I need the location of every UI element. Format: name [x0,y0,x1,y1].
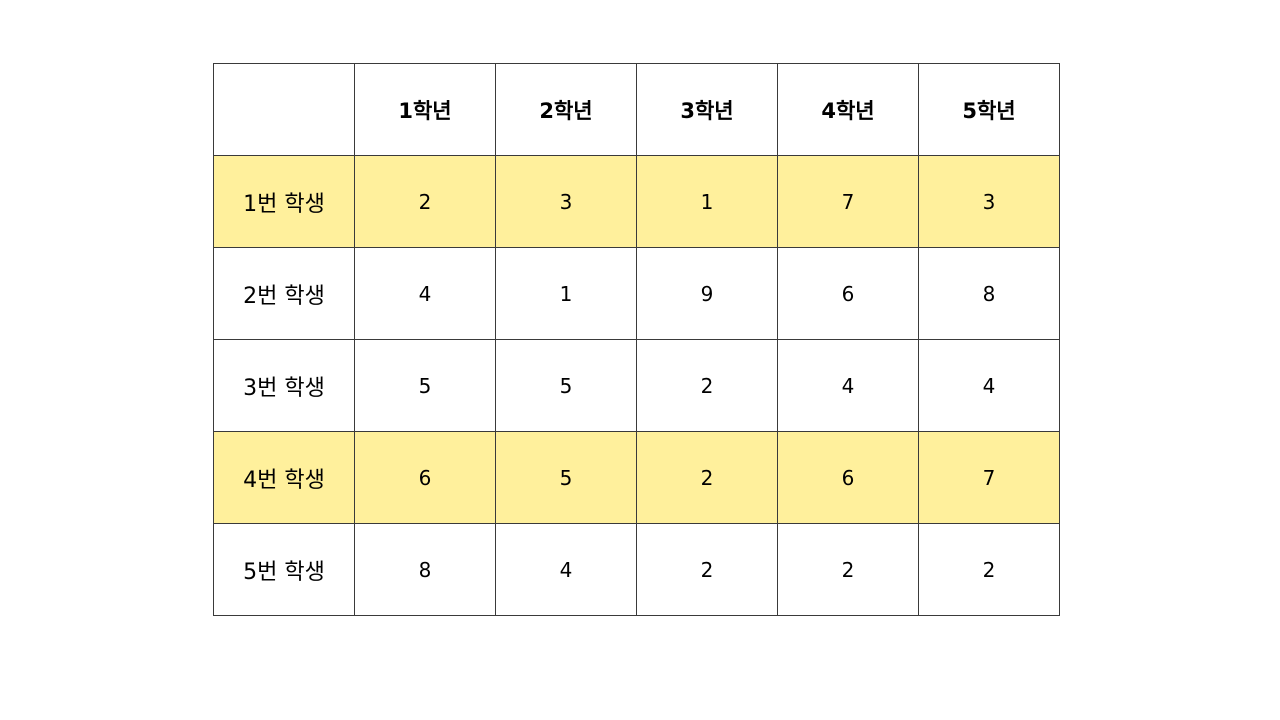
table-cell: 8 [354,523,496,616]
table-cell: 4 [495,523,637,616]
student-grade-table: 1학년 2학년 3학년 4학년 5학년 1번 학생 2 3 1 7 3 2번 학… [213,63,1060,616]
table-cell: 6 [354,431,496,524]
table-cell: 5 [495,431,637,524]
table-cell: 4 [918,339,1060,432]
table-cell: 2 [636,523,778,616]
column-header-grade-1: 1학년 [354,63,496,156]
table-row-student-5: 5번 학생 8 4 2 2 2 [213,523,1060,616]
table-cell: 4 [354,247,496,340]
table-cell: 2 [636,431,778,524]
table-cell: 1 [636,155,778,248]
table-cell: 6 [777,431,919,524]
row-label: 1번 학생 [213,155,355,248]
table-cell: 7 [918,431,1060,524]
row-label: 5번 학생 [213,523,355,616]
table-cell: 1 [495,247,637,340]
table-cell: 4 [777,339,919,432]
table-row-student-4: 4번 학생 6 5 2 6 7 [213,431,1060,524]
table-cell: 2 [777,523,919,616]
column-header-grade-3: 3학년 [636,63,778,156]
column-header-grade-5: 5학년 [918,63,1060,156]
table-cell: 9 [636,247,778,340]
table-cell: 7 [777,155,919,248]
table-row-student-2: 2번 학생 4 1 9 6 8 [213,247,1060,340]
row-label: 2번 학생 [213,247,355,340]
table-row-student-3: 3번 학생 5 5 2 4 4 [213,339,1060,432]
table-cell: 8 [918,247,1060,340]
table-cell: 2 [636,339,778,432]
table-cell: 3 [918,155,1060,248]
table-cell: 5 [495,339,637,432]
row-label: 3번 학생 [213,339,355,432]
column-header-grade-2: 2학년 [495,63,637,156]
row-label: 4번 학생 [213,431,355,524]
table-row-student-1: 1번 학생 2 3 1 7 3 [213,155,1060,248]
table-cell: 2 [354,155,496,248]
table-cell: 3 [495,155,637,248]
corner-cell [213,63,355,156]
table-cell: 5 [354,339,496,432]
table-cell: 2 [918,523,1060,616]
header-row: 1학년 2학년 3학년 4학년 5학년 [213,63,1060,156]
column-header-grade-4: 4학년 [777,63,919,156]
table-cell: 6 [777,247,919,340]
